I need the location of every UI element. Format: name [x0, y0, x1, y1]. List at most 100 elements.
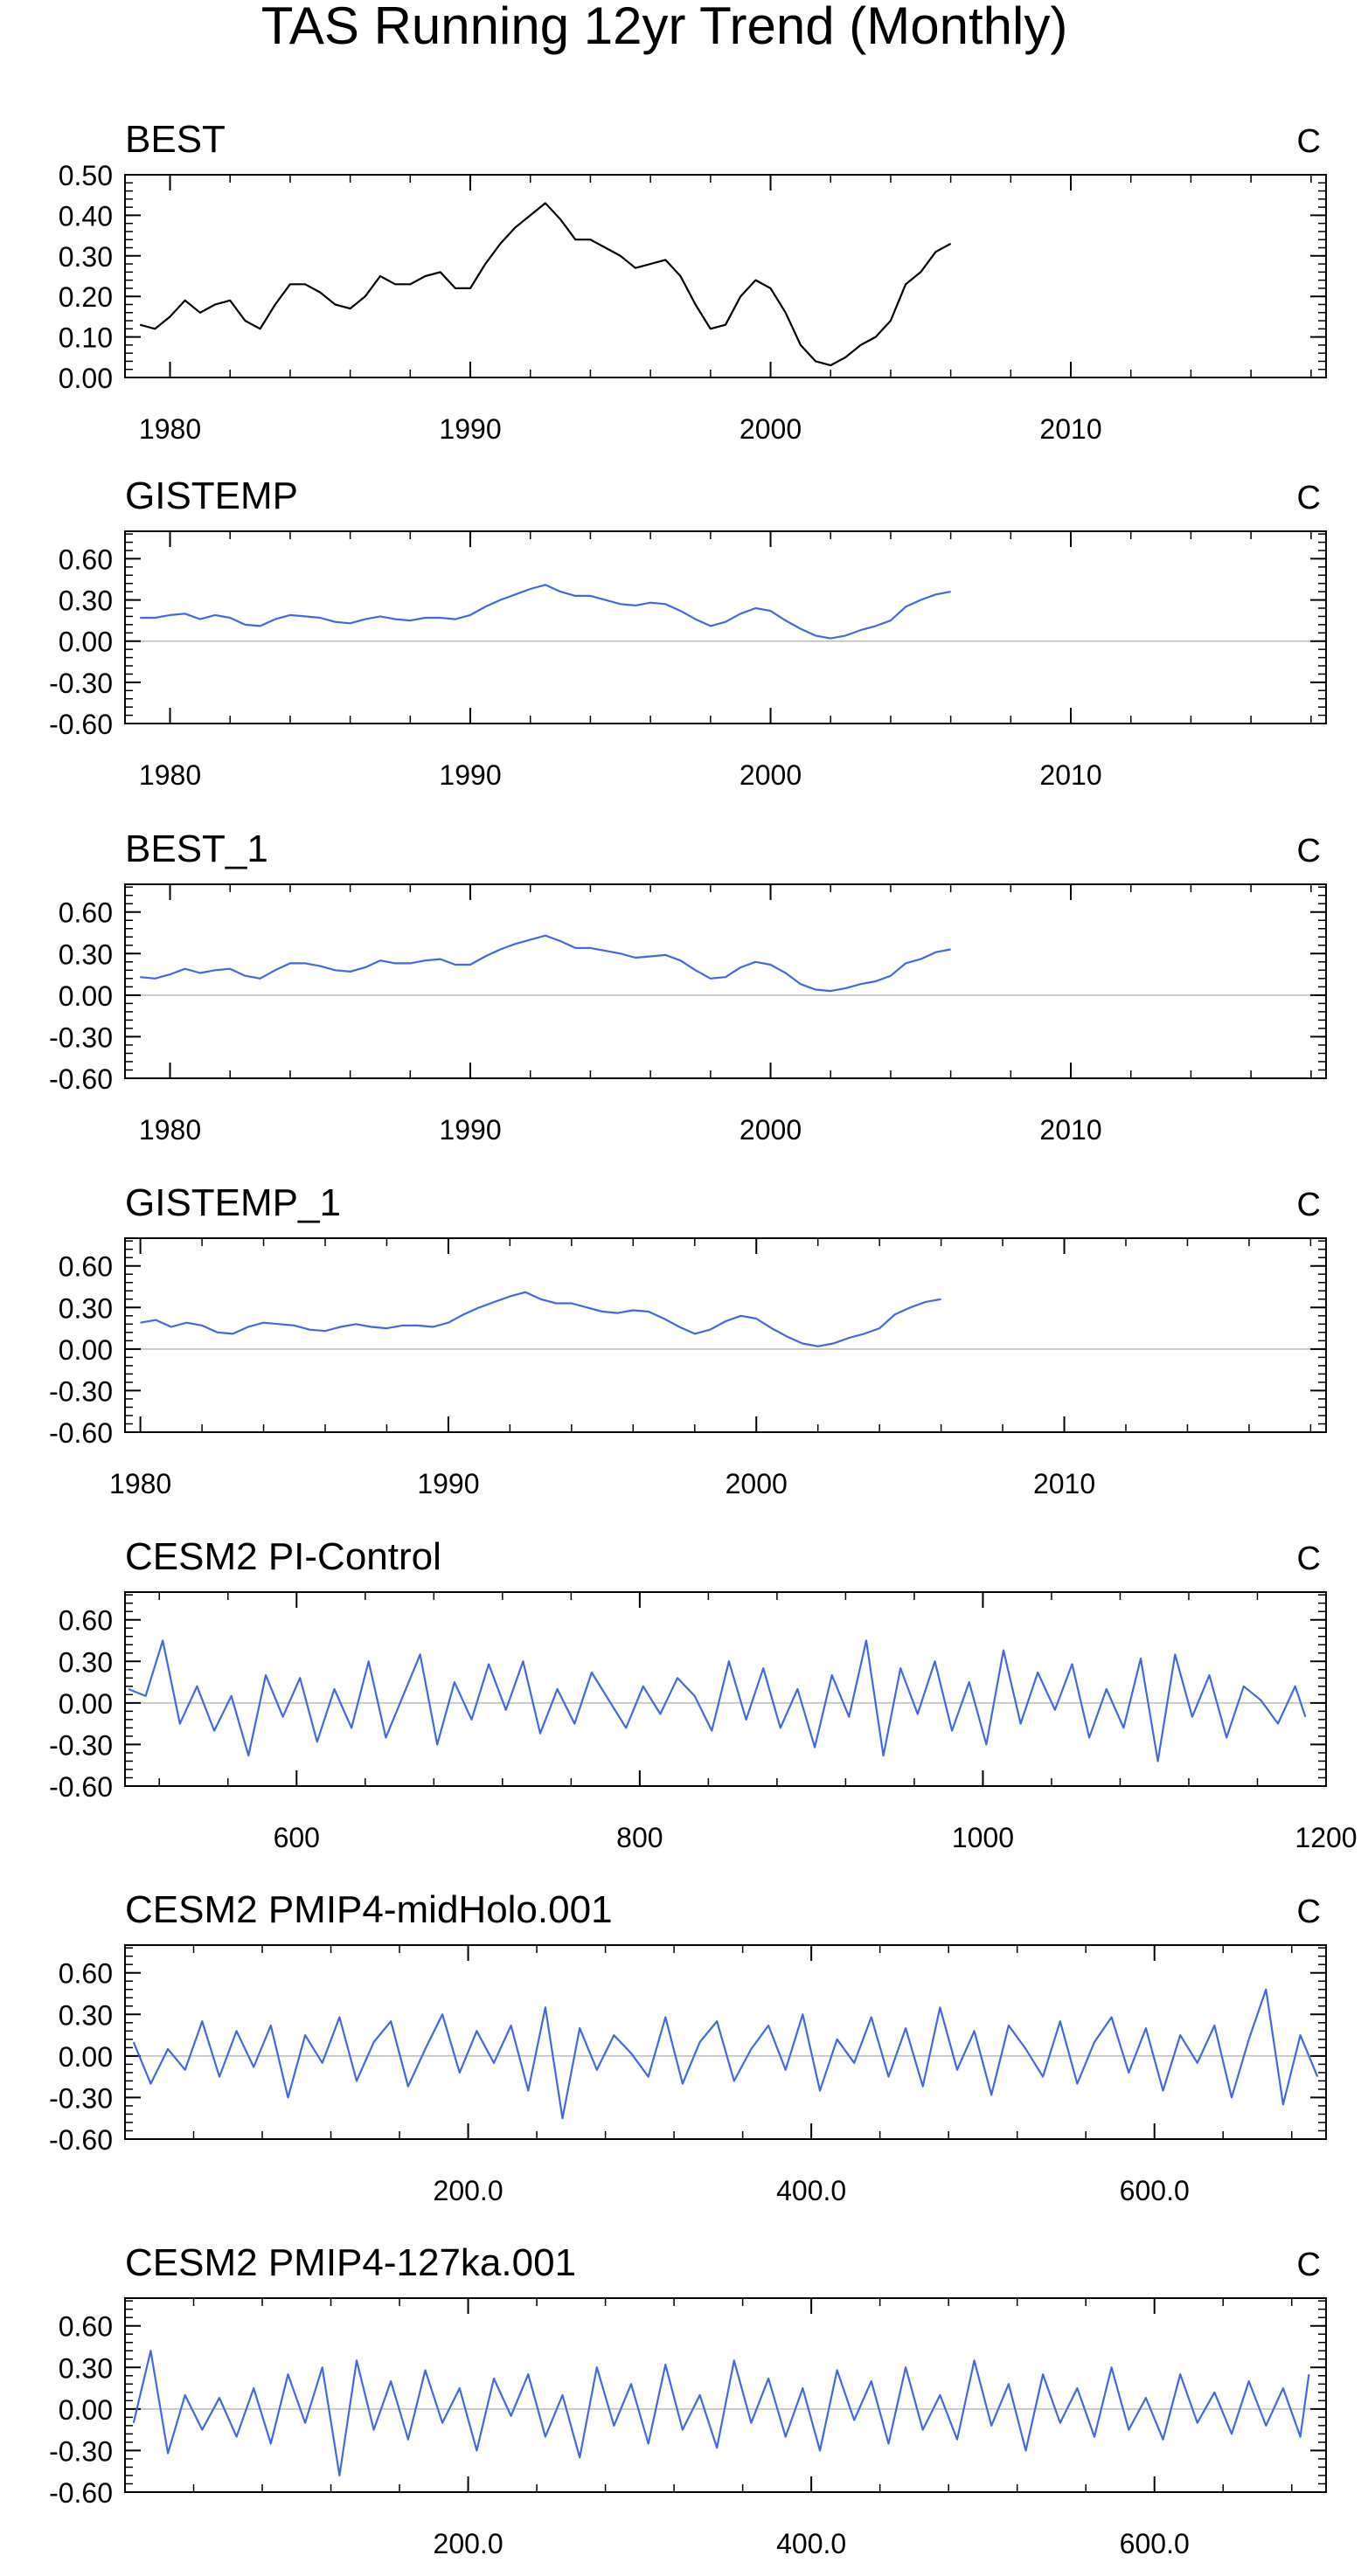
series-line: [128, 1639, 1307, 1762]
panel-title: CESM2 PI-Control: [125, 1535, 441, 1578]
y-tick-label: 0.40: [59, 200, 113, 232]
y-tick-label: 0.20: [59, 281, 113, 313]
plot-frame: [124, 174, 1327, 378]
x-tick-label: 1980: [139, 759, 201, 791]
panel-title: GISTEMP_1: [125, 1181, 341, 1224]
y-tick-label: 0.00: [59, 980, 113, 1012]
plot-frame: [124, 1237, 1327, 1433]
y-tick-label: -0.60: [49, 1771, 113, 1803]
panel-units: C: [1297, 1541, 1321, 1577]
y-tick-label: -0.30: [49, 2435, 113, 2467]
panel-title: CESM2 PMIP4-127ka.001: [125, 2241, 576, 2284]
panel-units: C: [1297, 1894, 1321, 1930]
series-line: [132, 2350, 1310, 2477]
series-line: [140, 1291, 941, 1347]
x-tick-label: 200.0: [434, 2528, 503, 2559]
y-tick-label: 0.60: [59, 1251, 113, 1283]
y-tick-label: 0.50: [59, 160, 113, 191]
y-tick-label: 0.60: [59, 2311, 113, 2343]
y-tick-label: 0.30: [59, 585, 113, 617]
series-line: [132, 1988, 1319, 2120]
x-tick-label: 400.0: [776, 2528, 846, 2559]
x-tick-label: 600: [274, 1822, 320, 1853]
y-tick-label: 0.30: [59, 241, 113, 273]
y-tick-label: 0.30: [59, 1999, 113, 2031]
x-tick-label: 2010: [1039, 759, 1101, 791]
y-tick-label: -0.60: [49, 709, 113, 740]
y-tick-label: 0.60: [59, 1958, 113, 1990]
y-tick-label: -0.60: [49, 2124, 113, 2156]
x-tick-label: 2000: [740, 413, 802, 445]
panel-units: C: [1297, 123, 1321, 160]
x-tick-label: 2010: [1039, 1114, 1101, 1146]
y-tick-label: -0.60: [49, 1063, 113, 1095]
y-tick-label: 0.10: [59, 322, 113, 354]
plot-frame: [124, 883, 1327, 1079]
chart-panel: BEST_1 C -0.60 -0.30 0.00 0.30 0.60 1980 1990 200…: [49, 828, 1327, 1146]
panel-units: C: [1297, 833, 1321, 869]
x-tick-label: 1990: [439, 1114, 501, 1146]
x-tick-label: 1990: [417, 1468, 479, 1499]
y-tick-label: 0.60: [59, 897, 113, 929]
plot-frame: [124, 1944, 1327, 2140]
y-tick-label: -0.30: [49, 1021, 113, 1053]
chart-panel: CESM2 PMIP4-127ka.001 C -0.60 -0.30 0.00 0.30…: [49, 2241, 1327, 2559]
y-tick-label: 0.00: [59, 2041, 113, 2073]
y-tick-label: -0.30: [49, 1729, 113, 1761]
panel-title: BEST: [125, 118, 226, 161]
x-tick-label: 1200: [1295, 1822, 1357, 1853]
panel-units: C: [1297, 480, 1321, 516]
y-tick-label: 0.30: [59, 2352, 113, 2384]
chart-panel: CESM2 PMIP4-midHolo.001 C -0.60 -0.30 0.00 0.…: [49, 1888, 1327, 2206]
series-line: [139, 202, 952, 367]
figure-title: TAS Running 12yr Trend (Monthly): [261, 0, 1068, 55]
y-tick-label: 0.00: [59, 1688, 113, 1720]
plot-frame: [124, 530, 1327, 724]
x-tick-label: 1980: [139, 1114, 201, 1146]
panel-title: CESM2 PMIP4-midHolo.001: [125, 1888, 613, 1931]
chart-panel: GISTEMP C -0.60 -0.30 0.00 0.30 0.60 1980 1990 20…: [49, 474, 1327, 791]
y-tick-label: 0.30: [59, 938, 113, 970]
x-tick-label: 2000: [726, 1468, 788, 1499]
x-tick-label: 2010: [1039, 413, 1101, 445]
x-tick-label: 200.0: [434, 2175, 503, 2206]
x-tick-label: 1990: [439, 759, 501, 791]
series-line: [140, 584, 951, 640]
x-tick-label: 1000: [952, 1822, 1014, 1853]
chart-panel: BEST C 0.00 0.10 0.20 0.30 0.40 0.50 1980 1990 200…: [59, 118, 1327, 445]
x-tick-label: 600.0: [1120, 2175, 1190, 2206]
y-tick-label: -0.60: [49, 2477, 113, 2509]
y-tick-label: 0.00: [59, 2394, 113, 2426]
x-tick-label: 1980: [139, 413, 201, 445]
x-tick-label: 600.0: [1120, 2528, 1190, 2559]
x-tick-label: 2000: [740, 759, 802, 791]
x-tick-label: 400.0: [776, 2175, 846, 2206]
panel-units: C: [1297, 1187, 1321, 1223]
y-tick-label: -0.30: [49, 2082, 113, 2114]
panels: BEST C 0.00 0.10 0.20 0.30 0.40 0.50 1980 1990 200…: [49, 118, 1358, 2559]
y-tick-label: 0.30: [59, 1646, 113, 1678]
chart-panel: GISTEMP_1 C -0.60 -0.30 0.00 0.30 0.60 1980 1990…: [49, 1181, 1327, 1499]
y-tick-label: 0.60: [59, 1605, 113, 1637]
plot-frame: [124, 2297, 1327, 2493]
chart-panel: CESM2 PI-Control C -0.60 -0.30 0.00 0.30 0.60 6…: [49, 1535, 1358, 1853]
x-tick-label: 1980: [109, 1468, 171, 1499]
panel-title: GISTEMP: [125, 474, 298, 517]
y-tick-label: 0.60: [59, 544, 113, 575]
y-tick-label: -0.30: [49, 1375, 113, 1407]
y-tick-label: -0.60: [49, 1417, 113, 1449]
y-tick-label: 0.00: [59, 363, 113, 394]
y-tick-label: 0.00: [59, 627, 113, 658]
y-tick-label: -0.30: [49, 668, 113, 699]
x-tick-label: 2010: [1033, 1468, 1095, 1499]
y-tick-label: 0.00: [59, 1334, 113, 1366]
x-tick-label: 2000: [740, 1114, 802, 1146]
panel-units: C: [1297, 2247, 1321, 2283]
y-tick-label: 0.30: [59, 1292, 113, 1324]
panel-title: BEST_1: [125, 828, 268, 870]
plot-frame: [124, 1591, 1327, 1787]
series-line: [140, 934, 951, 993]
x-tick-label: 800: [616, 1822, 663, 1853]
